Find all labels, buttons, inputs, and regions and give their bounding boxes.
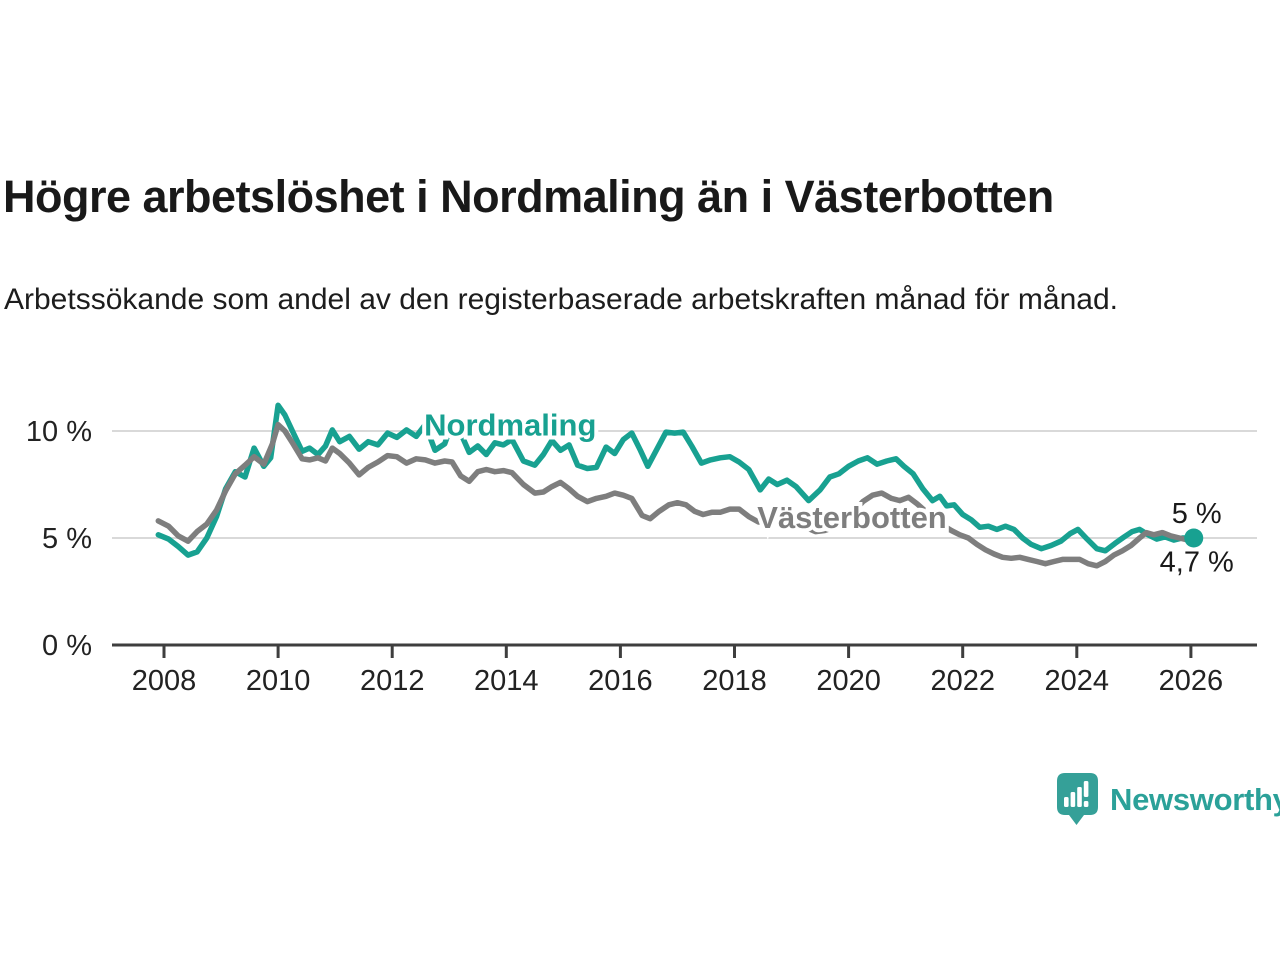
y-axis-label-5: 5 % — [42, 523, 92, 555]
newsworthy-logo-icon — [1057, 773, 1098, 825]
end-value-label-västerbotten: 4,7 % — [1160, 546, 1234, 578]
y-axis-label-0: 0 % — [42, 630, 92, 662]
end-value-label-nordmaling: 5 % — [1172, 498, 1222, 530]
newsworthy-logo: Newsworthy — [1056, 773, 1280, 826]
x-axis-label-2012: 2012 — [360, 665, 425, 697]
end-point-marker-nordmaling — [1184, 528, 1204, 548]
x-axis-label-2010: 2010 — [246, 665, 311, 697]
series-label-nordmaling: Nordmaling — [424, 408, 596, 443]
x-axis-label-2018: 2018 — [702, 665, 767, 697]
x-axis-label-2016: 2016 — [588, 665, 653, 697]
x-axis-label-2024: 2024 — [1045, 665, 1110, 697]
x-axis-label-2014: 2014 — [474, 665, 539, 697]
newsworthy-logo-text: Newsworthy — [1110, 781, 1280, 817]
x-axis-label-2026: 2026 — [1159, 665, 1224, 697]
unemployment-line-chart: 0 % 5 % 10 % 2008 2010 2012 2014 2016 2018 2020 20… — [26, 402, 1257, 697]
nordmaling-line — [155, 402, 1197, 558]
page-title: Högre arbetslöshet i Nordmaling än i Väs… — [3, 171, 1054, 223]
series-label-västerbotten: Västerbotten — [757, 500, 946, 535]
västerbotten-line — [155, 421, 1197, 569]
x-axis-label-2022: 2022 — [930, 665, 995, 697]
y-axis-label-10: 10 % — [26, 416, 92, 448]
x-axis-label-2008: 2008 — [132, 665, 197, 697]
x-axis-label-2020: 2020 — [816, 665, 881, 697]
chart-subtitle: Arbetssökande som andel av den registerb… — [4, 283, 1118, 316]
